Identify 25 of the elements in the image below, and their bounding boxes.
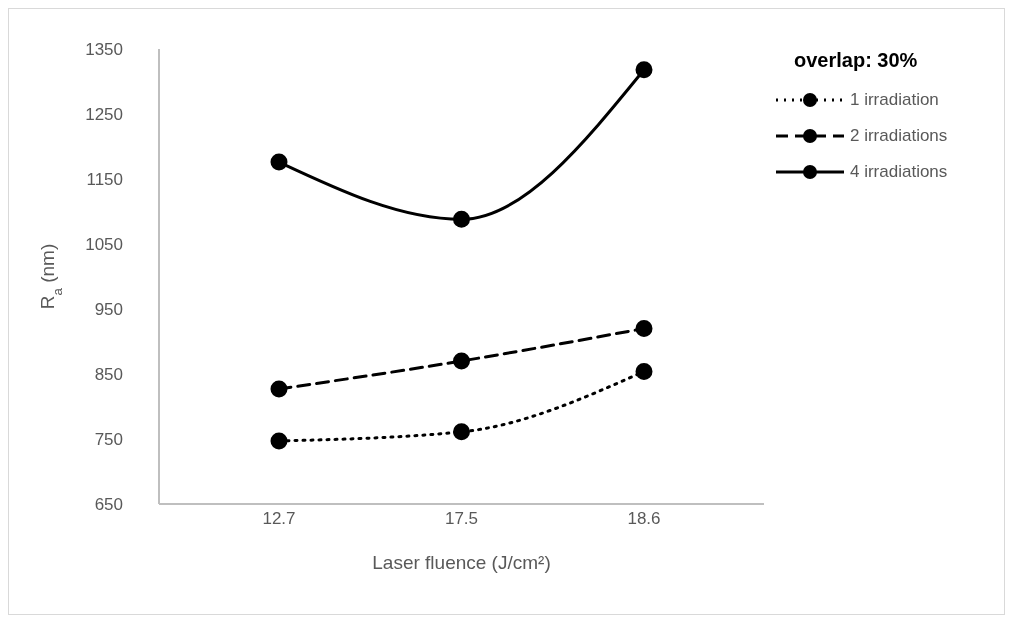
x-tick-label: 12.7 — [262, 509, 296, 529]
y-tick-label: 650 — [94, 495, 123, 515]
y-tick-label: 950 — [94, 300, 123, 320]
y-tick-label: 1250 — [85, 105, 123, 125]
x-axis-title: Laser fluence (J/cm²) — [372, 552, 551, 573]
y-tick-label: 750 — [94, 430, 123, 450]
point — [270, 432, 288, 450]
y-tick-label: 850 — [94, 365, 123, 385]
legend-title: overlap: 30% — [794, 49, 919, 72]
point — [453, 210, 470, 228]
y-tick-label: 1150 — [86, 170, 123, 190]
point — [270, 380, 288, 398]
point — [453, 423, 470, 441]
legend-label: 2 irradiations — [850, 126, 948, 146]
point — [270, 153, 288, 171]
y-tick-label: 1350 — [85, 40, 123, 60]
y-tick-label: 1050 — [85, 235, 123, 255]
x-tick-label: 17.5 — [444, 509, 479, 529]
legend-label: 1 irradiation — [850, 90, 939, 110]
legend-label: 4 irradiations — [850, 162, 948, 182]
point — [453, 352, 470, 370]
point — [635, 320, 653, 337]
point — [635, 362, 653, 380]
point — [635, 61, 653, 79]
x-tick-label: 18.6 — [627, 509, 661, 529]
